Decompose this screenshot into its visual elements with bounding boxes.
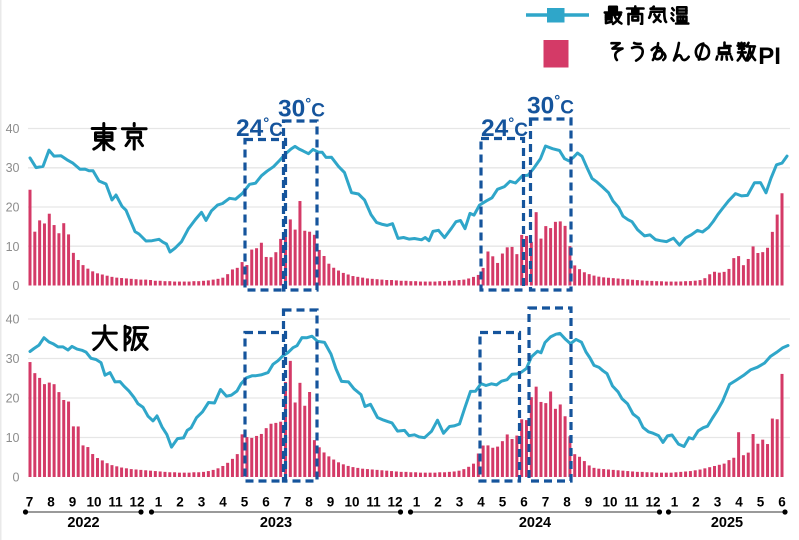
- svg-text:4: 4: [477, 495, 485, 510]
- svg-text:1: 1: [671, 495, 679, 510]
- svg-text:5: 5: [757, 495, 765, 510]
- svg-text:40: 40: [6, 313, 20, 327]
- svg-text:9: 9: [327, 495, 335, 510]
- svg-text:6: 6: [262, 495, 270, 510]
- svg-text:PI: PI: [758, 43, 781, 70]
- svg-text:1: 1: [413, 495, 421, 510]
- svg-text:9: 9: [69, 495, 77, 510]
- svg-text:6: 6: [520, 495, 528, 510]
- svg-text:5: 5: [241, 495, 249, 510]
- svg-text:30°C: 30°C: [527, 93, 574, 120]
- svg-text:1: 1: [155, 495, 163, 510]
- svg-text:2022: 2022: [67, 515, 99, 531]
- svg-text:3: 3: [714, 495, 722, 510]
- svg-text:7: 7: [542, 495, 550, 510]
- svg-text:30: 30: [6, 352, 20, 366]
- svg-text:9: 9: [585, 495, 593, 510]
- svg-text:11: 11: [108, 495, 123, 510]
- svg-text:8: 8: [563, 495, 571, 510]
- svg-text:11: 11: [624, 495, 639, 510]
- svg-text:30: 30: [6, 161, 20, 175]
- svg-text:11: 11: [366, 495, 381, 510]
- svg-text:40: 40: [6, 122, 20, 136]
- svg-text:10: 10: [6, 431, 20, 445]
- svg-text:10: 10: [86, 495, 101, 510]
- svg-text:2023: 2023: [260, 515, 292, 531]
- svg-text:8: 8: [305, 495, 313, 510]
- svg-text:4: 4: [735, 495, 743, 510]
- svg-text:0: 0: [13, 279, 20, 293]
- svg-text:8: 8: [47, 495, 55, 510]
- svg-text:7: 7: [284, 495, 292, 510]
- svg-text:12: 12: [129, 495, 144, 510]
- svg-text:2025: 2025: [711, 515, 743, 531]
- svg-text:7: 7: [26, 495, 34, 510]
- svg-text:6: 6: [778, 495, 786, 510]
- svg-text:2: 2: [692, 495, 700, 510]
- svg-text:20: 20: [6, 201, 20, 215]
- svg-text:0: 0: [13, 471, 20, 485]
- svg-text:24°C: 24°C: [236, 115, 283, 142]
- svg-text:10: 10: [344, 495, 359, 510]
- svg-text:30°C: 30°C: [278, 96, 325, 123]
- svg-text:2: 2: [434, 495, 442, 510]
- svg-text:10: 10: [6, 240, 20, 254]
- svg-text:2: 2: [176, 495, 184, 510]
- svg-text:4: 4: [219, 495, 227, 510]
- svg-text:12: 12: [645, 495, 660, 510]
- svg-text:5: 5: [499, 495, 507, 510]
- svg-text:2024: 2024: [519, 515, 551, 531]
- svg-text:24°C: 24°C: [481, 115, 528, 142]
- svg-text:12: 12: [387, 495, 402, 510]
- svg-text:3: 3: [198, 495, 206, 510]
- svg-text:20: 20: [6, 392, 20, 406]
- svg-text:10: 10: [602, 495, 617, 510]
- svg-text:3: 3: [456, 495, 464, 510]
